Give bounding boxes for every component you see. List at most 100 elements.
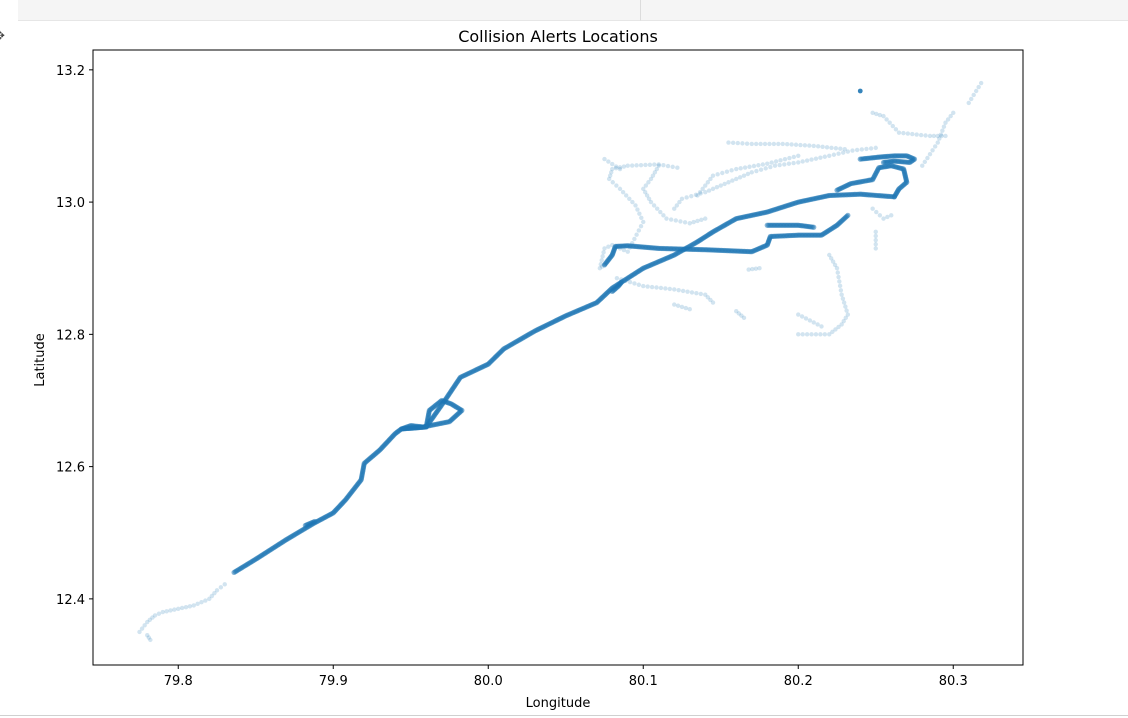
data-point	[804, 158, 810, 163]
data-point	[973, 88, 979, 94]
data-point	[891, 194, 897, 200]
data-point	[183, 604, 189, 610]
data-point	[152, 613, 158, 618]
data-point	[654, 285, 659, 290]
data-point	[827, 332, 832, 337]
data-point	[747, 164, 752, 169]
data-point	[828, 256, 834, 261]
output-bottom-divider	[0, 715, 1128, 716]
data-point	[698, 291, 704, 297]
move-handle-icon[interactable]: ✥	[0, 30, 8, 44]
data-point	[651, 203, 657, 208]
data-point	[617, 165, 623, 170]
data-point	[634, 232, 639, 237]
data-point	[868, 146, 874, 151]
data-point	[749, 170, 754, 175]
data-point	[207, 596, 212, 602]
data-point	[614, 275, 620, 281]
data-point	[695, 193, 700, 198]
data-point	[864, 146, 869, 152]
data-point	[674, 203, 680, 208]
data-point	[618, 279, 625, 285]
data-point	[940, 128, 945, 133]
data-point	[820, 144, 825, 150]
data-point	[850, 148, 855, 153]
data-point	[927, 151, 933, 157]
data-point	[214, 588, 220, 593]
data-point	[767, 141, 772, 147]
data-point	[893, 127, 899, 132]
data-point	[780, 141, 785, 147]
data-point	[796, 160, 801, 165]
data-point	[715, 172, 720, 177]
data-point	[627, 279, 633, 285]
data-point	[935, 133, 940, 139]
data-point	[164, 609, 169, 614]
data-point	[896, 130, 902, 135]
data-point	[176, 606, 181, 611]
data-point	[620, 189, 626, 195]
data-point	[644, 193, 650, 198]
data-point	[835, 270, 840, 275]
data-point	[734, 166, 739, 172]
data-point	[873, 246, 878, 251]
data-point	[652, 170, 658, 175]
data-point	[920, 163, 925, 168]
data-point	[649, 284, 655, 290]
data-point	[729, 168, 734, 173]
data-point	[665, 163, 671, 169]
data-point	[679, 196, 685, 201]
data-point	[746, 267, 751, 272]
data-point	[773, 159, 779, 164]
data-point	[873, 229, 878, 235]
data-point	[661, 163, 666, 168]
data-point	[834, 266, 840, 271]
data-point	[741, 315, 747, 321]
data-point	[632, 236, 637, 242]
data-point	[312, 518, 318, 525]
data-point	[796, 332, 801, 337]
data-point	[838, 146, 843, 151]
data-point	[830, 259, 836, 264]
data-point	[873, 145, 878, 151]
data-point	[831, 152, 837, 157]
data-point	[703, 216, 708, 221]
data-point	[754, 168, 759, 174]
data-point	[738, 166, 743, 171]
notebook-toolbar	[0, 0, 1128, 21]
data-point	[734, 176, 739, 182]
data-point	[798, 142, 803, 148]
data-point	[927, 133, 933, 139]
toolbar-cell-right	[641, 0, 1128, 21]
data-point	[203, 598, 208, 603]
data-point	[610, 166, 615, 172]
data-point	[602, 246, 607, 251]
data-point	[629, 163, 635, 168]
data-point	[841, 300, 847, 305]
data-point	[634, 163, 639, 168]
data-point	[638, 223, 644, 229]
data-point	[699, 217, 704, 222]
data-point	[771, 141, 777, 147]
data-point	[687, 307, 692, 312]
data-point	[827, 153, 832, 159]
data-point	[643, 183, 649, 188]
data-point	[889, 213, 894, 218]
data-point	[819, 324, 824, 329]
data-point	[931, 133, 937, 139]
data-point	[884, 117, 889, 122]
data-point	[641, 219, 646, 225]
data-point	[648, 176, 654, 182]
data-point	[740, 141, 745, 146]
data-point	[800, 332, 805, 337]
data-point	[877, 213, 883, 218]
data-point	[661, 213, 666, 218]
y-tick-label: 12.8	[56, 328, 85, 343]
data-point	[941, 124, 947, 129]
data-point	[137, 629, 142, 635]
x-axis: 79.8 79.9 80.0 80.1 80.2 80.3	[164, 665, 968, 689]
x-tick-label: 80.1	[629, 674, 658, 689]
data-point	[635, 207, 640, 212]
data-point	[811, 143, 816, 149]
